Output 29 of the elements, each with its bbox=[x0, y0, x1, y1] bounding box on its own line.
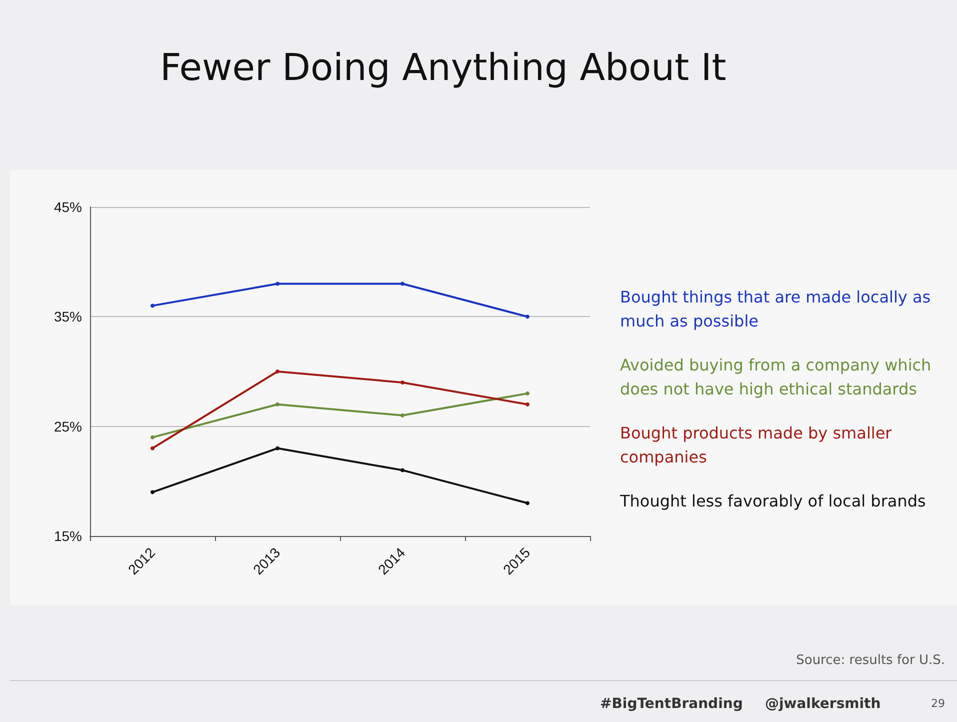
text: #BigTentBranding bbox=[600, 696, 743, 712]
text: Thought less favorably of local brands bbox=[619, 492, 926, 510]
source-note: Source: results for U.S. bbox=[796, 653, 945, 668]
point bbox=[150, 446, 154, 450]
point bbox=[276, 446, 280, 450]
point bbox=[150, 435, 154, 440]
y-tick-label: 15% bbox=[54, 528, 82, 544]
point bbox=[400, 380, 404, 384]
point bbox=[276, 282, 280, 286]
point bbox=[276, 402, 280, 406]
text: Bought things that are made locally as much as possible bbox=[620, 288, 936, 330]
point bbox=[276, 370, 280, 374]
y-tick-label: 25% bbox=[54, 418, 82, 434]
point bbox=[150, 490, 154, 494]
point bbox=[526, 391, 530, 396]
text: Avoided buying from a company which does not have high ethical standards bbox=[620, 356, 936, 398]
y-tick-label: 45% bbox=[54, 199, 82, 215]
point bbox=[526, 402, 530, 406]
point bbox=[526, 501, 530, 506]
point bbox=[400, 282, 404, 286]
point bbox=[400, 413, 404, 418]
text: @jwalkersmith bbox=[765, 696, 881, 712]
point bbox=[400, 468, 404, 472]
text: 29 bbox=[931, 697, 945, 710]
point bbox=[150, 304, 154, 308]
text: Bought products made by smaller companies bbox=[620, 424, 897, 466]
point bbox=[526, 314, 530, 319]
chart-title: Fewer Doing Anything About It bbox=[160, 46, 726, 89]
y-tick-label: 35% bbox=[54, 308, 82, 325]
